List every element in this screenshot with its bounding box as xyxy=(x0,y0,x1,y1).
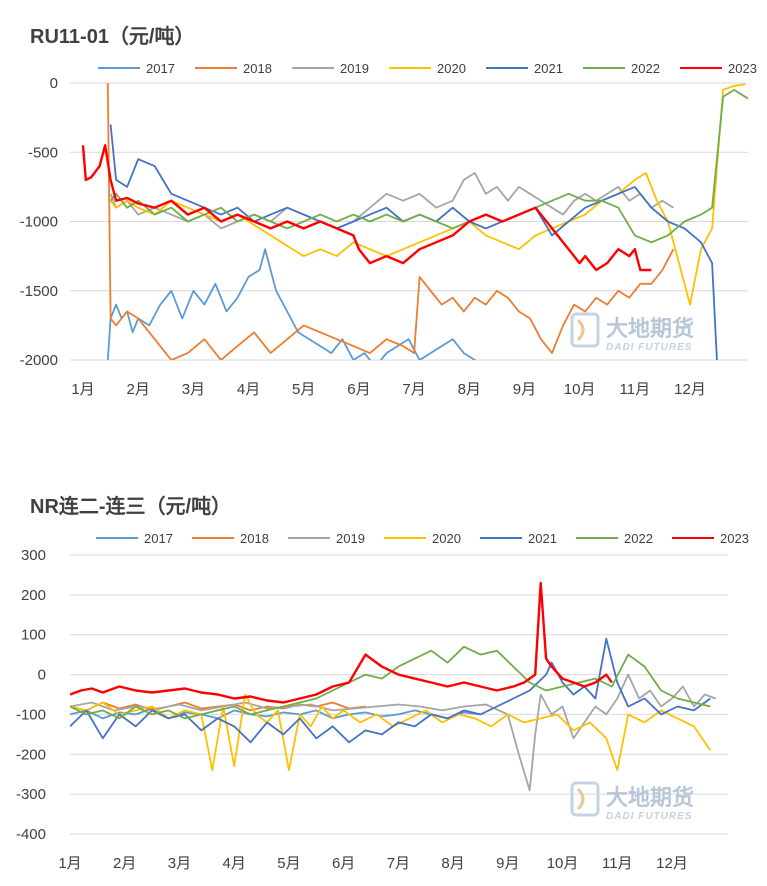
y-tick-label: -100 xyxy=(16,706,46,723)
x-tick-label: 8月 xyxy=(458,381,481,398)
x-tick-label: 12月 xyxy=(674,381,706,398)
watermark-text: 大地期货 xyxy=(606,316,694,342)
y-tick-label: 300 xyxy=(21,547,46,564)
x-tick-label: 1月 xyxy=(71,381,94,398)
series-line-2023 xyxy=(70,581,613,704)
legend-entry: 2017 xyxy=(146,61,175,76)
x-tick-label: 6月 xyxy=(347,381,370,398)
x-tick-label: 4月 xyxy=(223,855,246,872)
legend-entry: 2017 xyxy=(144,531,173,546)
legend-entry: 2020 xyxy=(432,531,461,546)
y-tick-label: -200 xyxy=(16,746,46,763)
y-tick-label: -1000 xyxy=(20,214,58,231)
legend-entry: 2019 xyxy=(340,61,369,76)
y-tick-label: 0 xyxy=(38,667,46,684)
x-tick-label: 9月 xyxy=(513,381,536,398)
x-tick-label: 4月 xyxy=(237,381,260,398)
series-line-2022 xyxy=(70,645,711,720)
legend-entry: 2021 xyxy=(528,531,557,546)
chart-title: RU11-01（元/吨） xyxy=(30,26,195,48)
x-tick-label: 11月 xyxy=(620,381,651,398)
series-line-2018 xyxy=(106,82,675,360)
legend-entry: 2023 xyxy=(728,61,757,76)
series-line-2023 xyxy=(81,144,652,272)
watermark-subtext: DADI FUTURES xyxy=(606,342,692,353)
series-line-2022 xyxy=(109,89,748,244)
y-tick-label: -1500 xyxy=(20,283,58,300)
y-tick-label: -400 xyxy=(16,826,46,843)
y-tick-label: 0 xyxy=(50,75,58,92)
x-tick-label: 3月 xyxy=(168,855,191,872)
series-line-2020 xyxy=(70,693,712,772)
y-tick-label: 100 xyxy=(21,627,46,644)
x-tick-label: 2月 xyxy=(113,855,136,872)
chart-title: NR连二-连三（元/吨） xyxy=(30,496,232,518)
x-tick-label: 8月 xyxy=(441,855,464,872)
x-tick-label: 5月 xyxy=(292,381,315,398)
legend-entry: 2022 xyxy=(631,61,660,76)
x-tick-label: 3月 xyxy=(182,381,205,398)
x-tick-label: 10月 xyxy=(547,855,579,872)
watermark-subtext: DADI FUTURES xyxy=(606,811,692,822)
y-tick-label: -2000 xyxy=(20,352,58,369)
x-tick-label: 7月 xyxy=(387,855,410,872)
legend-entry: 2020 xyxy=(437,61,466,76)
legend-entry: 2019 xyxy=(336,531,365,546)
x-tick-label: 12月 xyxy=(656,855,688,872)
x-tick-label: 6月 xyxy=(332,855,355,872)
x-tick-label: 5月 xyxy=(277,855,300,872)
chart-ru11-01: RU11-01（元/吨） 0 -500 -1000 -1500 -2000 1月 2月 3月 4… xyxy=(0,0,767,420)
chart-nr-spread: NR连二-连三（元/吨） 300 200 100 0 -100 -200 -300 -400 1… xyxy=(0,480,767,886)
legend-entry: 2023 xyxy=(720,531,749,546)
y-tick-label: 200 xyxy=(21,587,46,604)
series-line-2019 xyxy=(70,673,717,792)
x-tick-label: 9月 xyxy=(496,855,519,872)
y-tick-label: -500 xyxy=(28,144,58,161)
x-tick-label: 7月 xyxy=(402,381,425,398)
x-tick-label: 2月 xyxy=(127,381,150,398)
chart-plot: 300 200 100 0 -100 -200 -300 -400 1月 2月 3月 4月 5月 6月 7月… xyxy=(16,531,749,872)
legend-entry: 2022 xyxy=(624,531,653,546)
y-tick-label: -300 xyxy=(16,786,46,803)
x-tick-label: 11月 xyxy=(602,855,633,872)
watermark-text: 大地期货 xyxy=(606,785,694,811)
chart-plot: 0 -500 -1000 -1500 -2000 1月 2月 3月 4月 5月 6月 7月 8月 9月 10… xyxy=(20,61,757,398)
legend-entry: 2018 xyxy=(240,531,269,546)
legend-entry: 2021 xyxy=(534,61,563,76)
x-tick-label: 1月 xyxy=(58,855,81,872)
series-line-2017 xyxy=(106,248,476,360)
x-tick-label: 10月 xyxy=(564,381,596,398)
series-line-2021 xyxy=(70,637,711,744)
series-line-2020 xyxy=(109,83,746,306)
legend-entry: 2018 xyxy=(243,61,272,76)
